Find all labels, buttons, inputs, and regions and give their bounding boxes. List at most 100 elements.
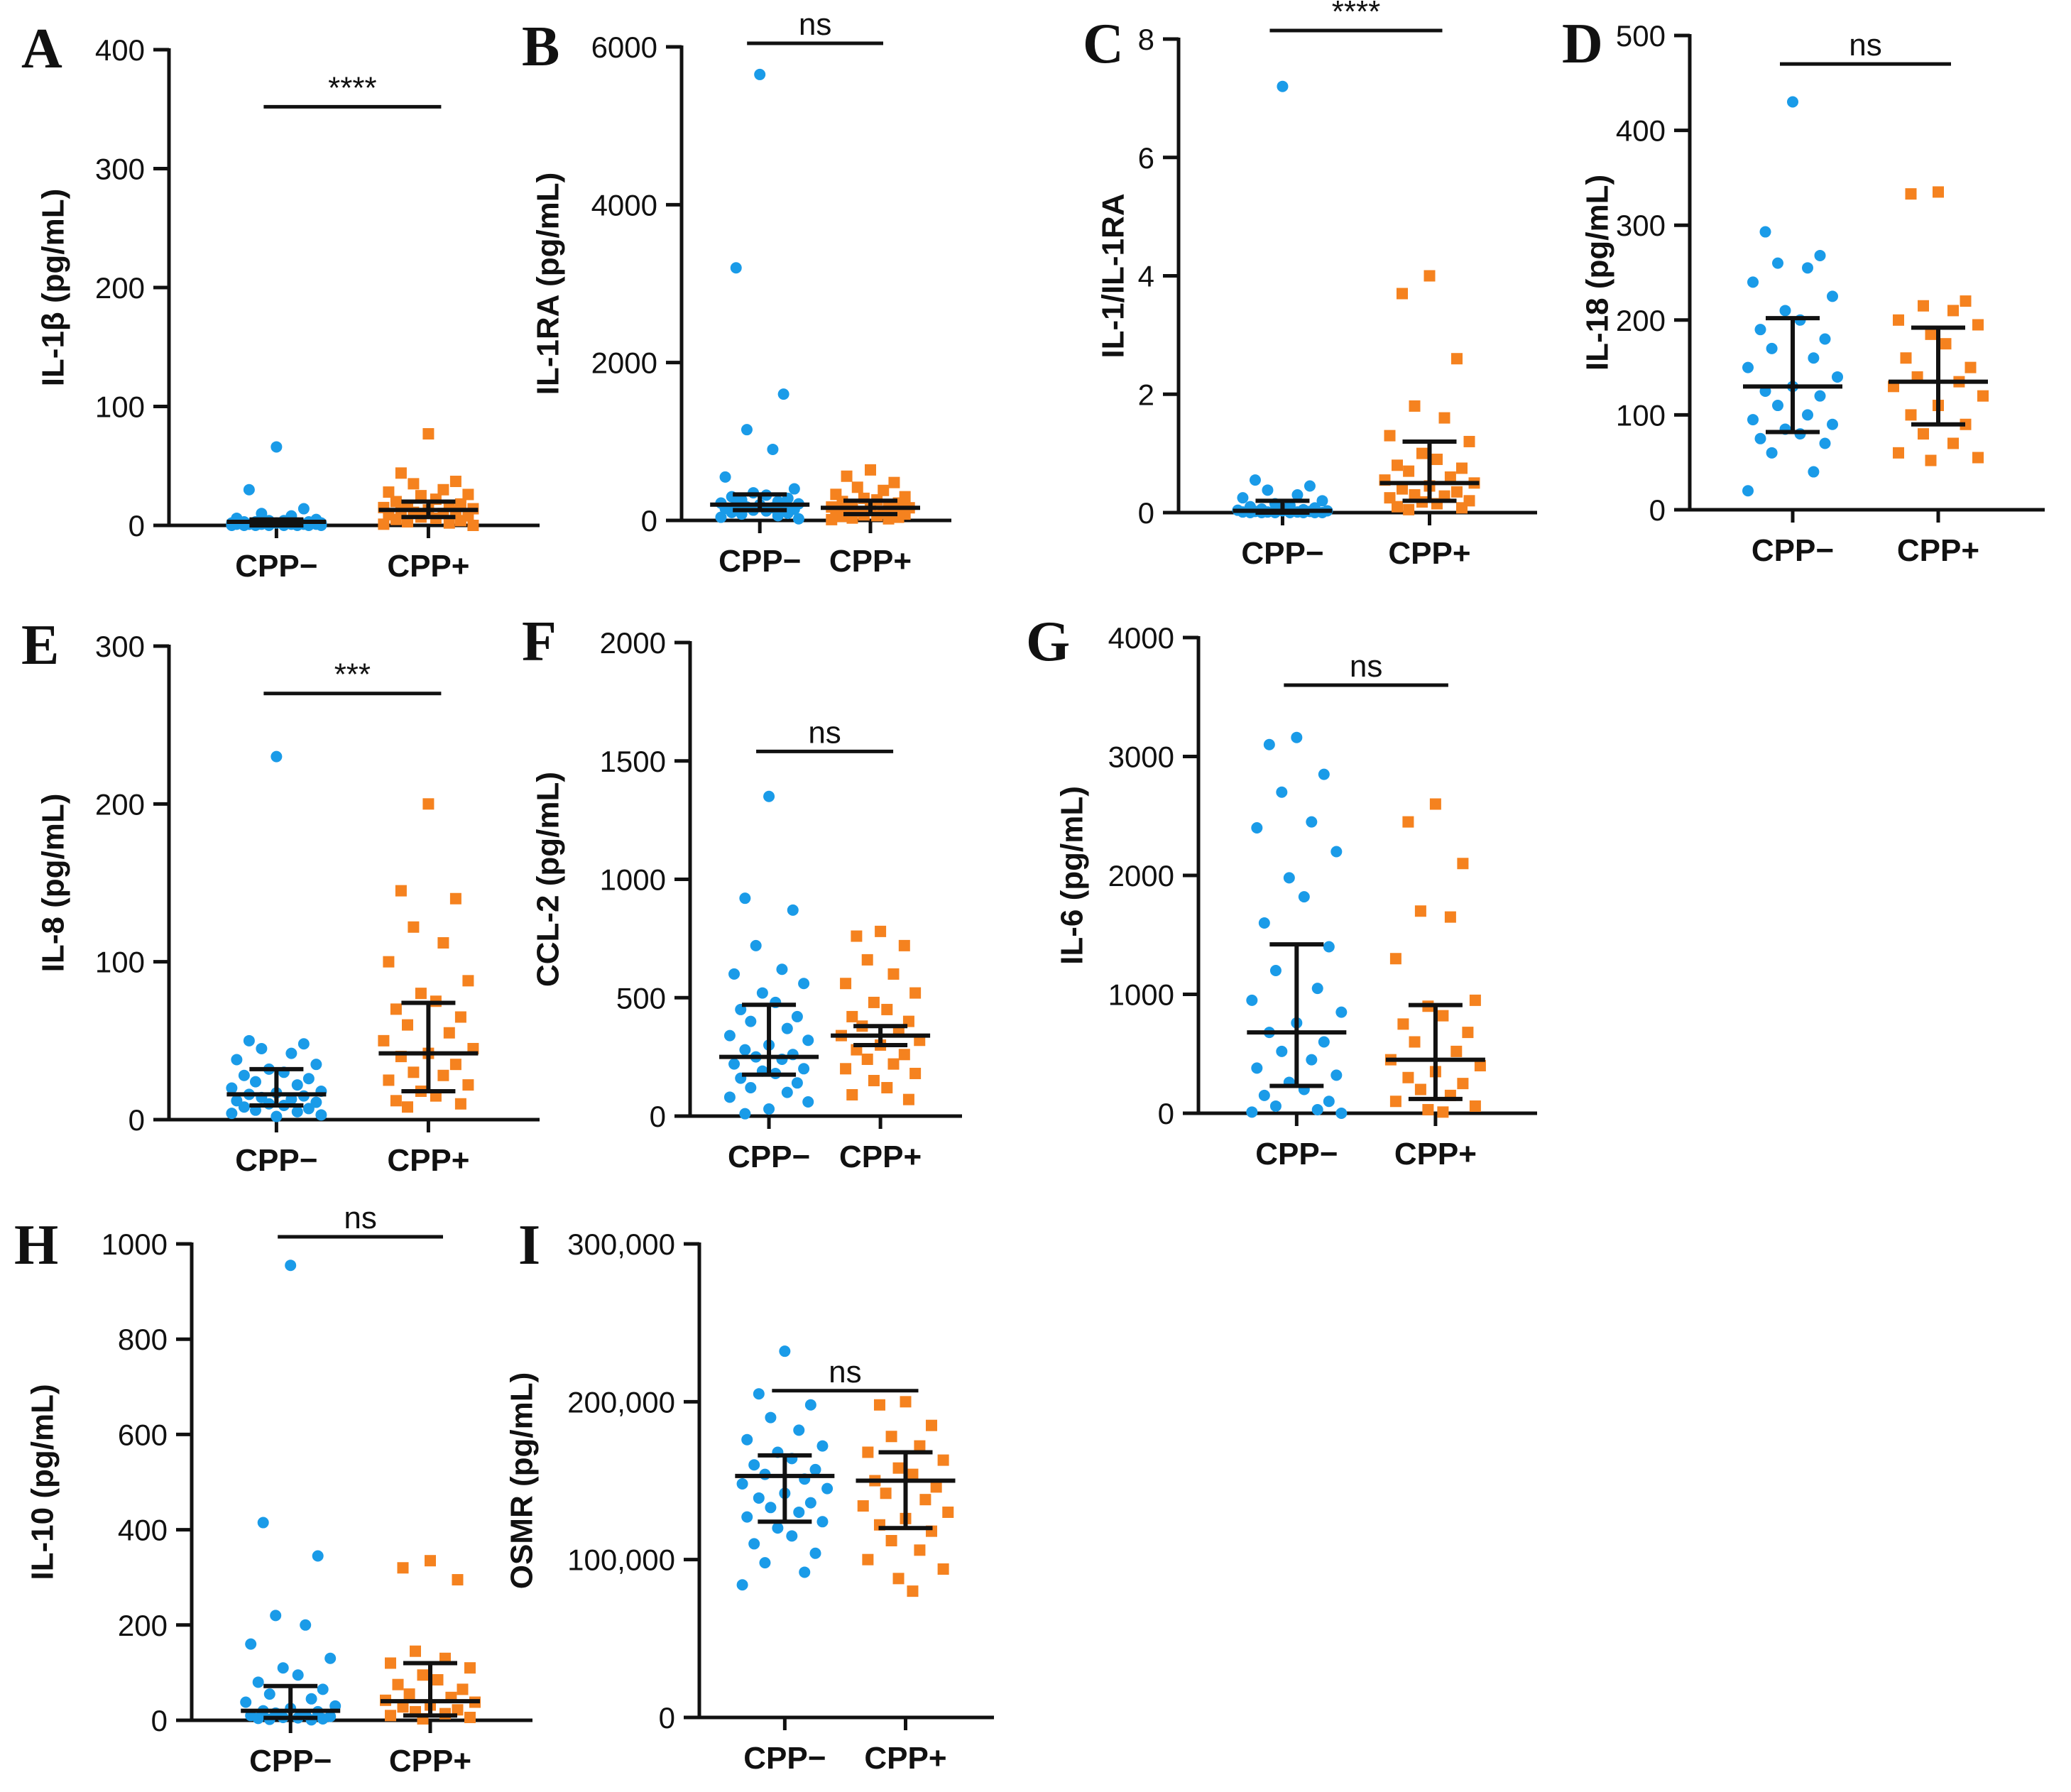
- data-point-cpp-pos: [892, 1573, 905, 1585]
- data-point-cpp-pos: [443, 1027, 455, 1039]
- data-point-cpp-neg: [302, 1073, 315, 1085]
- data-point-cpp-pos: [422, 798, 435, 810]
- panel-B: B 0 2000 4000 6000 IL-1RA (pg/mL) CPP− CPP+ ns: [522, 7, 951, 579]
- y-tick-label: 4: [1138, 260, 1154, 293]
- data-point-cpp-pos: [1947, 437, 1959, 449]
- data-point-cpp-pos: [1392, 459, 1403, 471]
- data-point-cpp-neg: [750, 939, 762, 951]
- y-axis-title: IL-1RA (pg/mL): [531, 173, 566, 395]
- data-point-cpp-pos: [1893, 447, 1904, 459]
- data-point-cpp-pos: [1469, 1100, 1481, 1112]
- data-point-cpp-neg: [792, 513, 804, 525]
- data-point-cpp-neg: [748, 1538, 760, 1550]
- data-point-cpp-pos: [846, 1010, 858, 1022]
- y-tick-label: 100: [95, 946, 145, 979]
- data-point-cpp-pos: [840, 1063, 852, 1075]
- data-point-cpp-pos: [1416, 447, 1428, 459]
- data-point-cpp-neg: [252, 1712, 264, 1725]
- data-point-cpp-pos: [937, 1563, 949, 1575]
- data-point-cpp-pos: [402, 1101, 413, 1113]
- data-point-cpp-neg: [759, 1557, 771, 1569]
- data-point-cpp-neg: [1323, 1096, 1335, 1108]
- data-point-cpp-neg: [1827, 290, 1838, 302]
- data-point-cpp-neg: [763, 1103, 775, 1115]
- data-point-cpp-neg: [781, 1022, 793, 1034]
- data-point-cpp-pos: [1947, 305, 1959, 317]
- data-point-cpp-neg: [315, 1109, 327, 1121]
- data-point-cpp-neg: [312, 1550, 324, 1562]
- y-tick-label: 100: [95, 390, 145, 424]
- y-tick-label: 2000: [600, 626, 666, 660]
- data-point-cpp-pos: [930, 1481, 942, 1493]
- data-point-cpp-pos: [383, 1074, 395, 1086]
- data-point-cpp-neg: [1335, 1006, 1348, 1018]
- data-point-cpp-pos: [383, 486, 395, 498]
- data-point-cpp-neg: [804, 1497, 816, 1509]
- data-point-cpp-pos: [926, 1419, 938, 1431]
- data-point-cpp-pos: [1905, 409, 1917, 421]
- data-point-cpp-neg: [1246, 1106, 1258, 1118]
- data-point-cpp-neg: [772, 1522, 784, 1534]
- data-point-cpp-pos: [1925, 454, 1937, 466]
- panel-letter: A: [21, 18, 62, 80]
- y-tick-label: 0: [1649, 493, 1666, 527]
- data-point-cpp-pos: [840, 978, 852, 990]
- data-point-cpp-neg: [715, 511, 727, 523]
- data-point-cpp-pos: [880, 1487, 892, 1499]
- y-tick-label: 1000: [600, 863, 666, 897]
- panel-letter: G: [1026, 611, 1070, 673]
- data-point-cpp-pos: [851, 930, 863, 942]
- data-point-cpp-neg: [1802, 409, 1813, 421]
- panel-letter: H: [14, 1214, 58, 1277]
- data-point-cpp-neg: [1814, 249, 1826, 261]
- data-point-cpp-neg: [249, 1076, 261, 1088]
- data-point-cpp-pos: [1389, 953, 1401, 965]
- data-point-cpp-pos: [1940, 338, 1952, 350]
- x-category-label: CPP+: [389, 1744, 471, 1779]
- data-point-cpp-pos: [454, 515, 466, 527]
- data-point-cpp-pos: [868, 1074, 880, 1086]
- y-tick-label: 0: [151, 1704, 168, 1737]
- data-point-cpp-neg: [799, 1566, 811, 1578]
- data-point-cpp-pos: [1918, 300, 1929, 312]
- data-point-cpp-neg: [753, 1492, 765, 1504]
- y-tick-label: 500: [1616, 19, 1666, 53]
- data-point-cpp-neg: [719, 471, 731, 483]
- data-point-cpp-pos: [851, 481, 863, 493]
- data-point-cpp-neg: [1808, 466, 1820, 478]
- data-point-cpp-pos: [942, 1506, 954, 1518]
- y-tick-label: 300: [95, 630, 145, 663]
- data-point-cpp-pos: [885, 1534, 897, 1546]
- data-point-cpp-pos: [1414, 1083, 1426, 1096]
- data-point-cpp-pos: [898, 939, 910, 951]
- data-point-cpp-neg: [728, 968, 741, 980]
- data-point-cpp-neg: [1330, 846, 1343, 858]
- data-point-cpp-neg: [238, 1069, 250, 1081]
- data-point-cpp-pos: [452, 1704, 464, 1716]
- data-point-cpp-neg: [787, 904, 799, 916]
- x-category-label: CPP−: [235, 1143, 317, 1178]
- data-point-cpp-neg: [1747, 276, 1759, 288]
- data-point-cpp-neg: [256, 1042, 268, 1054]
- data-point-cpp-neg: [302, 1103, 315, 1115]
- data-point-cpp-neg: [305, 1693, 317, 1705]
- data-point-cpp-neg: [767, 443, 779, 455]
- y-tick-label: 0: [659, 1701, 675, 1734]
- data-point-cpp-neg: [300, 1619, 312, 1631]
- y-tick-label: 2: [1138, 378, 1154, 411]
- data-point-cpp-pos: [415, 490, 427, 502]
- x-category-label: CPP−: [718, 544, 801, 579]
- data-point-cpp-pos: [452, 1574, 464, 1586]
- data-point-cpp-pos: [467, 520, 479, 531]
- data-point-cpp-pos: [1389, 1096, 1401, 1108]
- data-point-cpp-neg: [1237, 492, 1249, 504]
- data-point-cpp-neg: [741, 1433, 753, 1446]
- x-category-label: CPP+: [829, 544, 912, 579]
- data-point-cpp-pos: [1462, 1027, 1474, 1039]
- data-point-cpp-pos: [402, 1019, 413, 1031]
- y-tick-label: 500: [616, 981, 666, 1015]
- data-point-cpp-neg: [802, 1096, 814, 1108]
- data-point-cpp-pos: [390, 496, 402, 508]
- data-point-cpp-neg: [1759, 226, 1771, 238]
- data-point-cpp-neg: [777, 388, 789, 400]
